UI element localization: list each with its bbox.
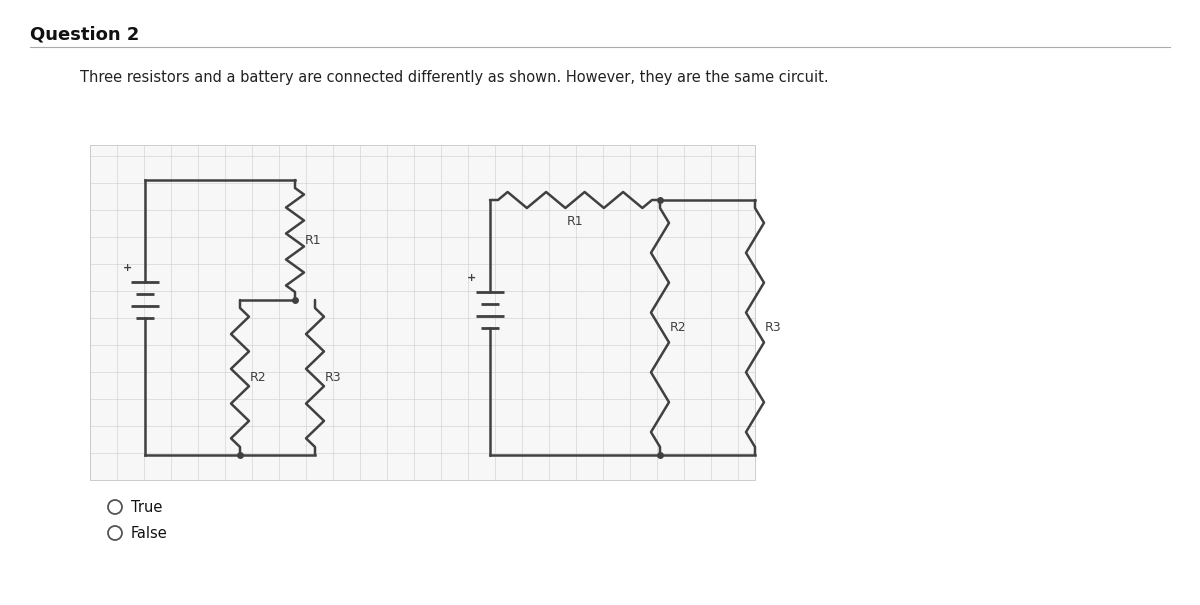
Text: Three resistors and a battery are connected differently as shown. However, they : Three resistors and a battery are connec… [80, 70, 829, 85]
Text: +: + [122, 263, 132, 273]
Text: True: True [131, 500, 162, 514]
Text: R1: R1 [566, 215, 583, 228]
Text: +: + [467, 273, 476, 283]
Text: R3: R3 [325, 371, 342, 384]
Text: R2: R2 [670, 321, 686, 334]
Text: R1: R1 [305, 234, 322, 246]
Text: R3: R3 [766, 321, 781, 334]
Text: False: False [131, 526, 168, 540]
Bar [90, 145, 755, 480]
Text: Question 2: Question 2 [30, 25, 139, 43]
Text: R2: R2 [250, 371, 266, 384]
